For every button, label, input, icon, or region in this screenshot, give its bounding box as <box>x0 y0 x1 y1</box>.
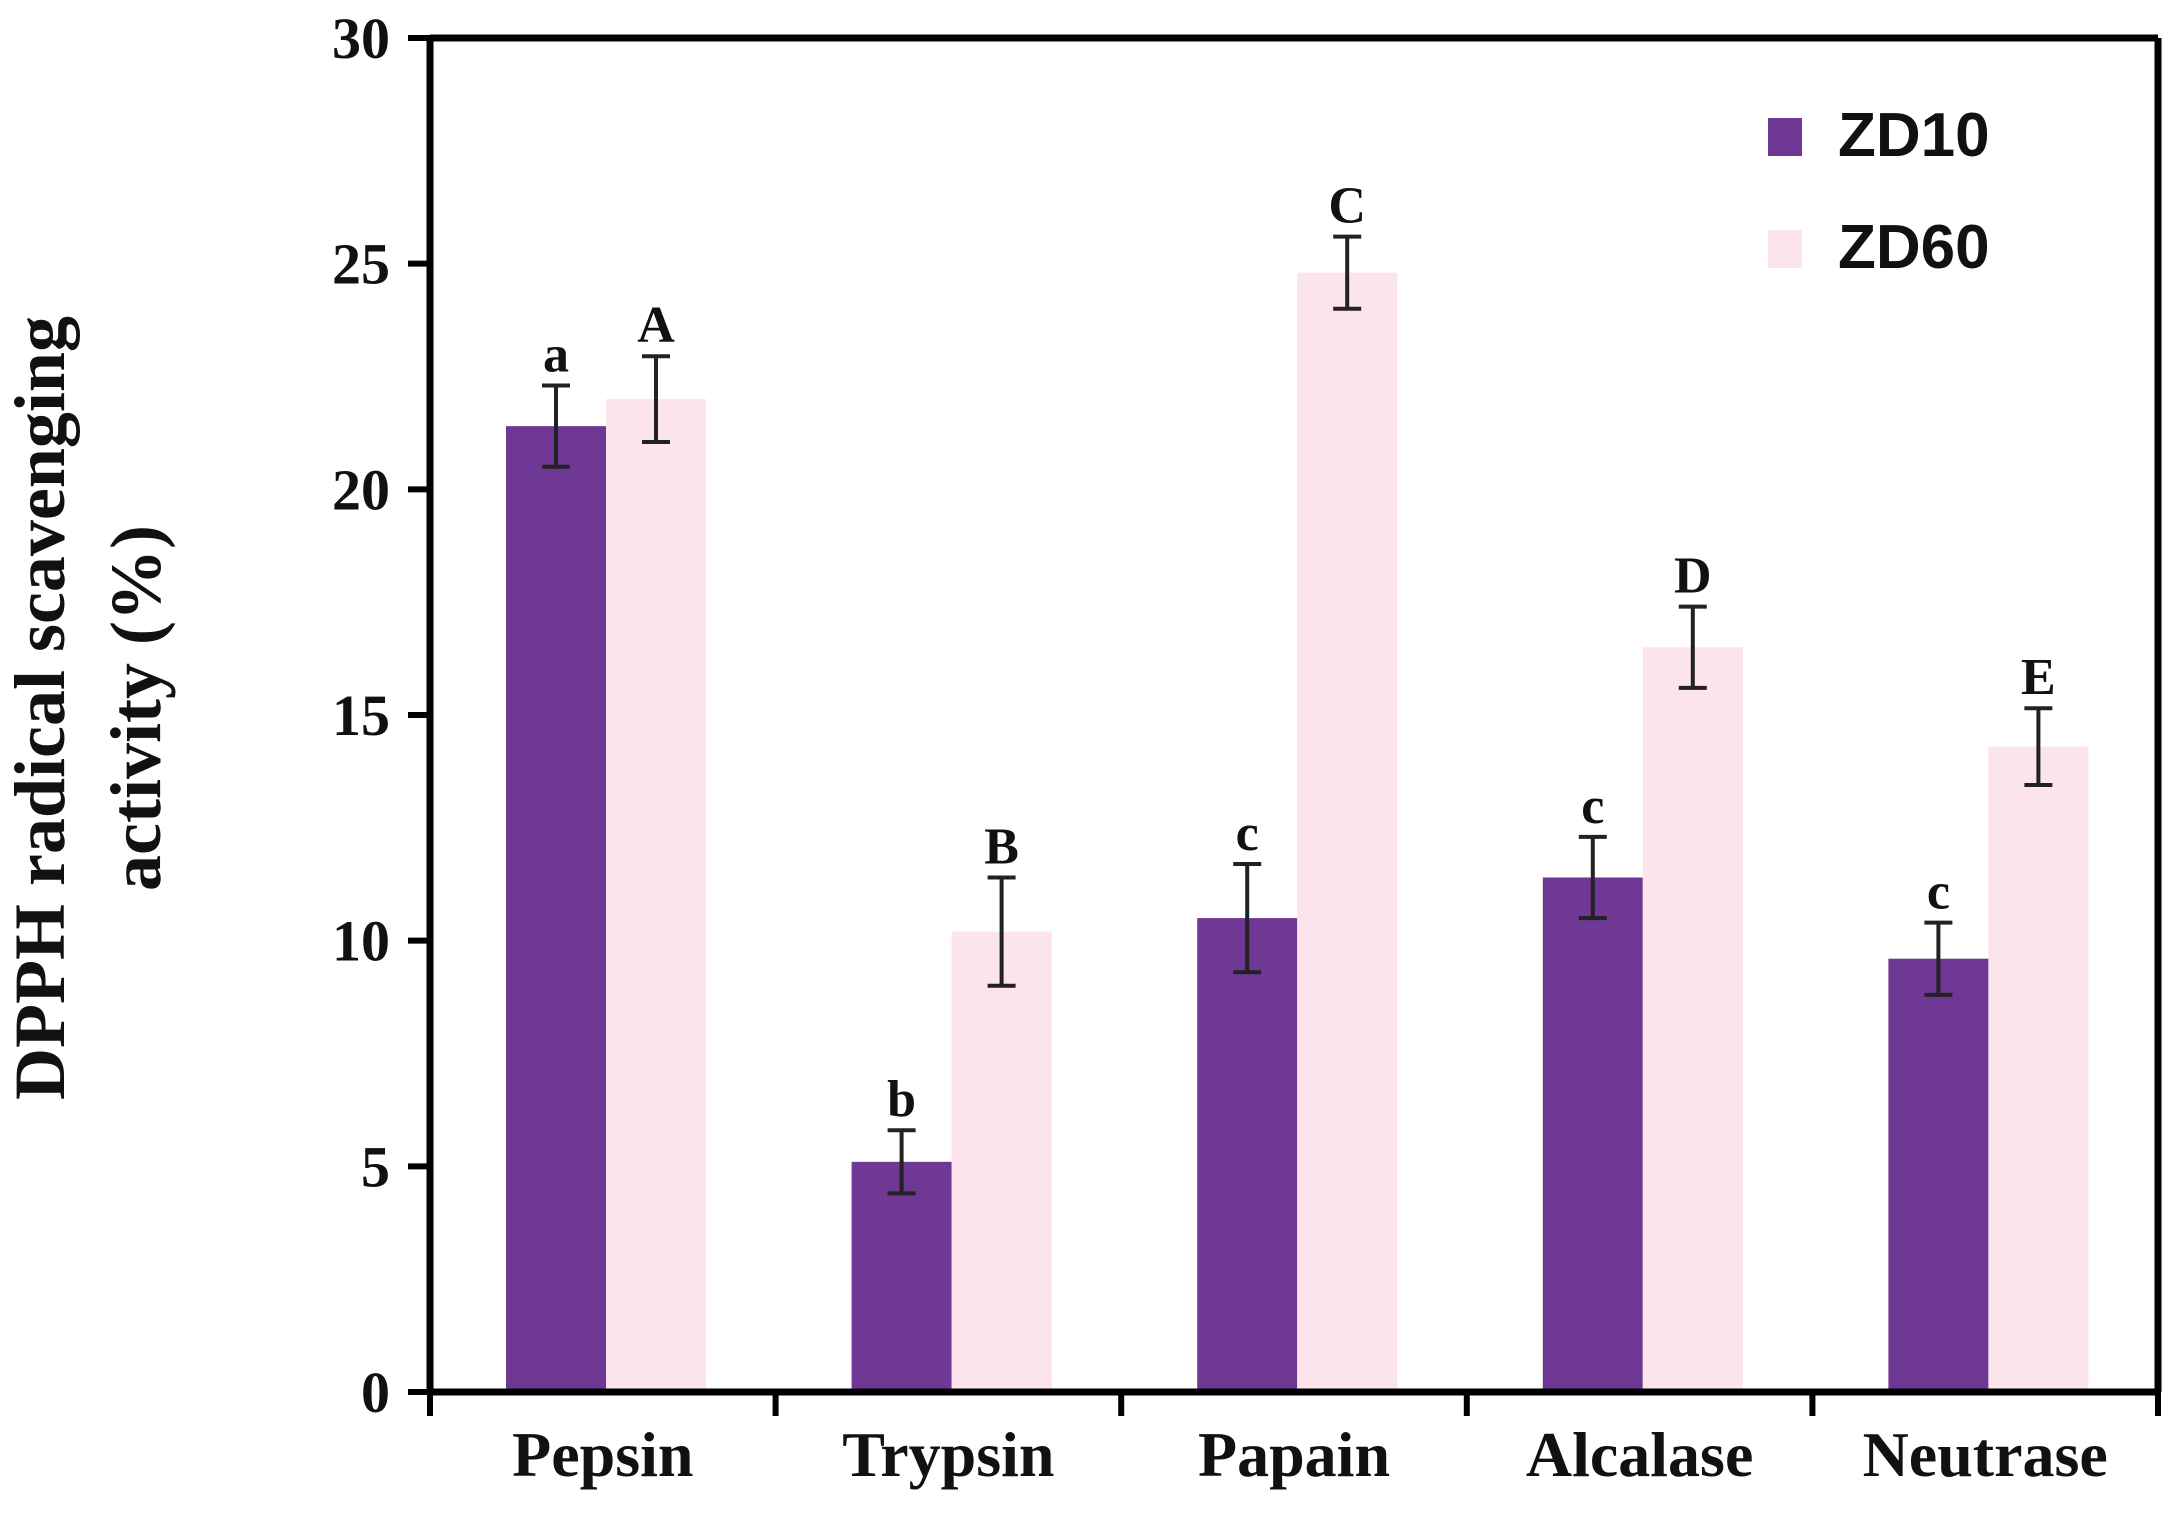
y-tick-label-25: 25 <box>332 232 390 297</box>
y-axis-label: DPPH radical scavenging activity (%) <box>0 316 176 1100</box>
bar-zd60-pepsin <box>606 399 706 1393</box>
bar-zd10-trypsin <box>851 1161 952 1392</box>
bar-zd60-neutrase <box>1988 746 2089 1392</box>
bar-zd60-papain <box>1297 272 1398 1392</box>
bar-zd10-pepsin <box>506 426 606 1392</box>
legend-swatch-zd60 <box>1768 230 1802 268</box>
significance-letter-zd10-pepsin: a <box>543 327 569 384</box>
significance-letter-zd10-alcalase: c <box>1581 778 1604 835</box>
y-axis-label-line-1: DPPH radical scavenging <box>0 316 80 1100</box>
significance-letter-zd60-papain: C <box>1328 178 1366 235</box>
y-tick-label-15: 15 <box>332 683 390 748</box>
x-tick-label-papain: Papain <box>1198 1419 1390 1490</box>
plot-area: a b c c c A B C D E 0 5 10 15 20 25 30 Pepsin Trypsin Papai… <box>332 6 2162 1490</box>
y-tick-label-30: 30 <box>332 6 390 71</box>
legend-swatch-zd10 <box>1768 118 1802 156</box>
significance-letter-zd60-pepsin: A <box>637 297 675 354</box>
x-tick-label-alcalase: Alcalase <box>1526 1419 1754 1490</box>
bar-zd10-neutrase <box>1888 958 1989 1392</box>
bar-zd60-alcalase <box>1642 647 1743 1392</box>
significance-letter-zd10-papain: c <box>1236 805 1259 862</box>
legend-label-zd10: ZD10 <box>1838 101 1990 170</box>
legend-label-zd60: ZD60 <box>1838 213 1990 282</box>
y-tick-label-10: 10 <box>332 909 390 974</box>
significance-letter-zd60-neutrase: E <box>2021 649 2056 706</box>
x-tick-label-neutrase: Neutrase <box>1863 1419 2108 1490</box>
bar-zd10-alcalase <box>1542 877 1643 1392</box>
significance-letter-zd60-alcalase: D <box>1674 548 1712 605</box>
significance-letter-zd10-trypsin: b <box>887 1071 916 1128</box>
significance-letter-zd10-neutrase: c <box>1927 864 1950 921</box>
y-tick-label-5: 5 <box>361 1134 390 1199</box>
bar-zd10-papain <box>1197 918 1298 1392</box>
x-tick-label-trypsin: Trypsin <box>842 1419 1054 1490</box>
y-tick-label-0: 0 <box>361 1360 390 1425</box>
significance-letter-zd60-trypsin: B <box>984 818 1019 875</box>
y-tick-label-20: 20 <box>332 457 390 522</box>
x-tick-label-pepsin: Pepsin <box>512 1419 693 1490</box>
y-axis-label-line-2: activity (%) <box>96 525 176 891</box>
bar-zd60-trypsin <box>951 931 1052 1392</box>
